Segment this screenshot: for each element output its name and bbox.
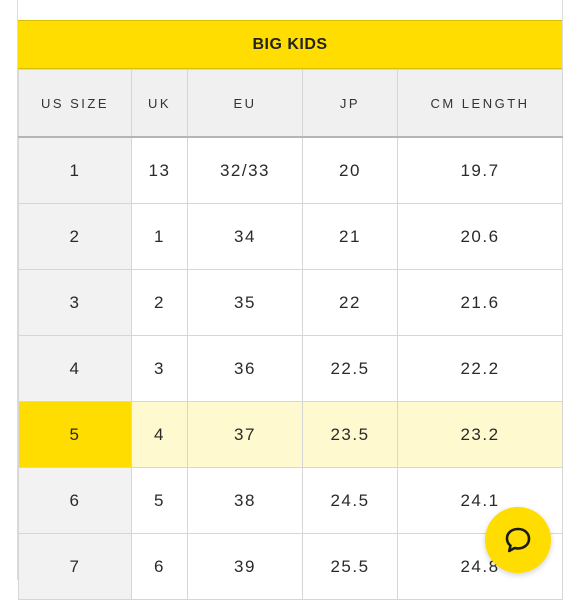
- cell-cm-length: 19.7: [397, 136, 563, 204]
- cell-eu: 39: [187, 533, 303, 600]
- column-header-jp: JP: [302, 69, 398, 138]
- cell-uk: 1: [131, 203, 188, 270]
- cell-us-size: 1: [18, 136, 132, 204]
- cell-cm-length: 20.6: [397, 203, 563, 270]
- cell-uk: 2: [131, 269, 188, 336]
- cell-jp: 22.5: [302, 335, 398, 402]
- table-row: 4 3 36 22.5 22.2: [18, 335, 563, 402]
- table-row: 6 5 38 24.5 24.1: [18, 467, 563, 534]
- column-header-us-size: US SIZE: [18, 69, 132, 138]
- cell-jp: 22: [302, 269, 398, 336]
- cell-uk: 6: [131, 533, 188, 600]
- cell-us-size: 5: [18, 401, 132, 468]
- cell-us-size: 7: [18, 533, 132, 600]
- cell-jp: 25.5: [302, 533, 398, 600]
- cell-eu: 36: [187, 335, 303, 402]
- cell-cm-length: 22.2: [397, 335, 563, 402]
- column-header-uk: UK: [131, 69, 188, 138]
- cell-cm-length: 24.1: [397, 467, 563, 534]
- cell-uk: 5: [131, 467, 188, 534]
- chat-bubble-icon: [505, 527, 531, 553]
- cell-jp: 24.5: [302, 467, 398, 534]
- cell-jp: 21: [302, 203, 398, 270]
- cell-us-size: 3: [18, 269, 132, 336]
- cell-us-size: 2: [18, 203, 132, 270]
- section-title: BIG KIDS: [18, 20, 562, 69]
- cell-eu: 38: [187, 467, 303, 534]
- column-header-cm-length: CM LENGTH: [397, 69, 563, 138]
- table-row: 1 13 32/33 20 19.7: [18, 136, 563, 204]
- chat-button[interactable]: [485, 507, 551, 573]
- cell-uk: 4: [131, 401, 188, 468]
- table-row: 7 6 39 25.5 24.8: [18, 533, 563, 600]
- cell-uk: 13: [131, 136, 188, 204]
- cell-eu: 35: [187, 269, 303, 336]
- cell-cm-length: 23.2: [397, 401, 563, 468]
- cell-eu: 37: [187, 401, 303, 468]
- size-chart-table: US SIZE UK EU JP CM LENGTH 1 13 32/33 20…: [18, 69, 563, 600]
- cell-jp: 23.5: [302, 401, 398, 468]
- table-row: 3 2 35 22 21.6: [18, 269, 563, 336]
- cell-uk: 3: [131, 335, 188, 402]
- table-row: 2 1 34 21 20.6: [18, 203, 563, 270]
- cell-jp: 20: [302, 136, 398, 204]
- cell-eu: 32/33: [187, 136, 303, 204]
- table-row-highlighted: 5 4 37 23.5 23.2: [18, 401, 563, 468]
- size-chart-frame: [17, 0, 563, 580]
- cell-cm-length: 21.6: [397, 269, 563, 336]
- column-header-eu: EU: [187, 69, 303, 138]
- cell-us-size: 4: [18, 335, 132, 402]
- cell-us-size: 6: [18, 467, 132, 534]
- table-header-row: US SIZE UK EU JP CM LENGTH: [18, 69, 563, 138]
- cell-eu: 34: [187, 203, 303, 270]
